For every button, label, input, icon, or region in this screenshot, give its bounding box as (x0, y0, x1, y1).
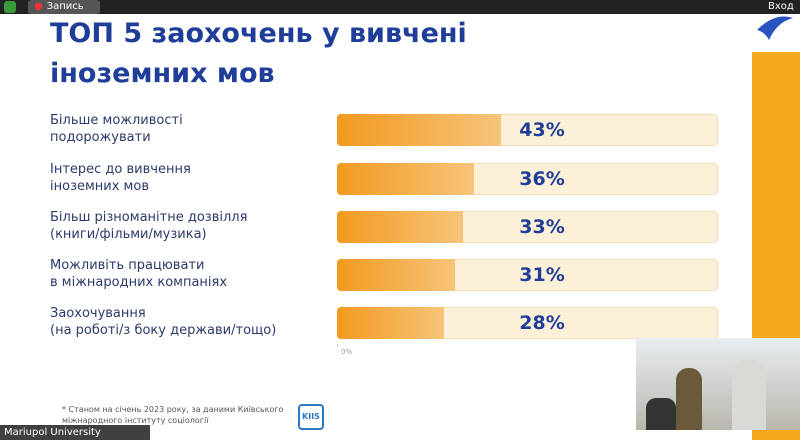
bar (337, 211, 463, 243)
top-bar (0, 0, 800, 14)
bar (337, 114, 501, 146)
x-tick (337, 344, 338, 347)
logo-bird (757, 16, 793, 40)
category-label: Більш різноманітне дозвілля (книги/фільм… (50, 210, 248, 242)
bar (337, 307, 444, 339)
footnote: * Станом на січень 2023 року, за даними … (62, 405, 284, 425)
record-label: Запись (46, 1, 84, 12)
category-label: Інтерес до вивчення іноземних мов (50, 162, 191, 194)
category-label: Можливіть працювати в міжнародних компан… (50, 258, 228, 290)
value-label: 36% (519, 168, 565, 190)
category-label: Більше можливості подорожувати (50, 113, 183, 145)
person (732, 360, 766, 430)
kiis-logo: KIIS (298, 404, 324, 430)
value-label: 43% (519, 119, 565, 141)
value-label: 31% (519, 264, 565, 286)
person (676, 368, 702, 430)
shield-icon (4, 1, 16, 13)
bar (337, 259, 456, 291)
person (646, 398, 676, 430)
x-tick-label: 0% (341, 348, 353, 356)
video-inset (636, 338, 800, 430)
bar (337, 163, 475, 195)
participant-name: Mariupol University (0, 425, 150, 440)
category-label: Заохочування (на роботі/з боку держави/т… (50, 306, 277, 338)
record-button[interactable]: ● Запись (28, 0, 100, 14)
value-label: 28% (519, 312, 565, 334)
login-button[interactable]: Вход (768, 1, 794, 12)
value-label: 33% (519, 216, 565, 238)
chart-title: ТОП 5 заохочень у вивчені іноземних мов (50, 18, 467, 89)
